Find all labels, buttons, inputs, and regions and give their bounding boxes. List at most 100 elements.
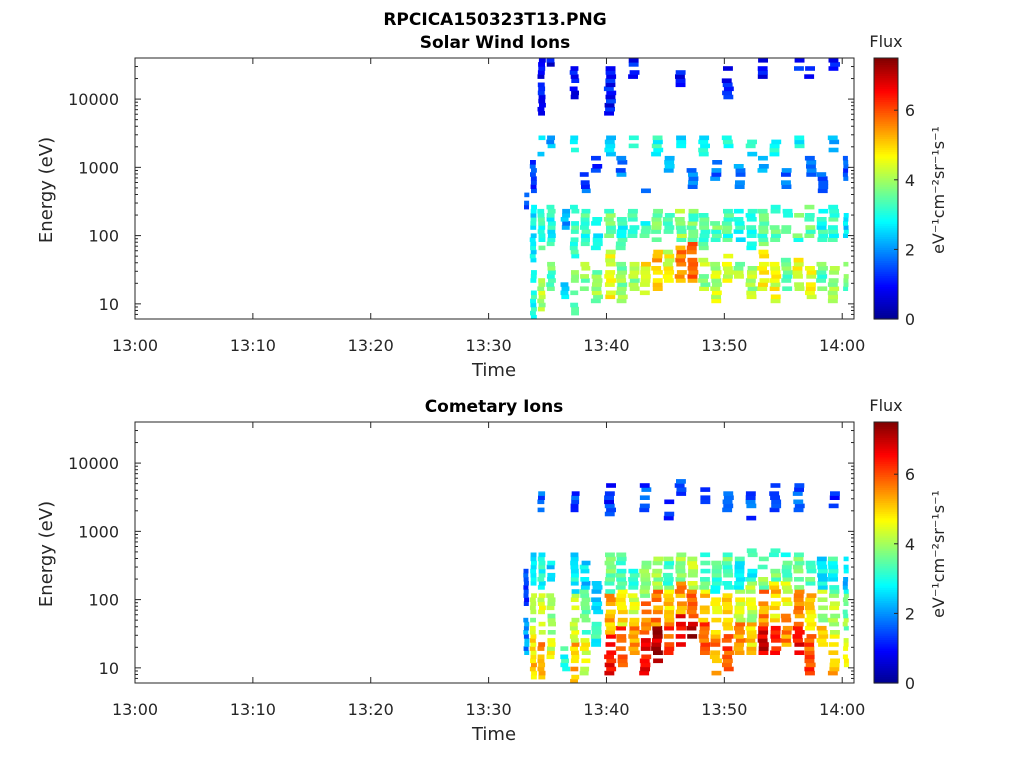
heatmap-cell xyxy=(721,638,732,643)
heatmap-cell xyxy=(711,168,722,173)
heatmap-cell xyxy=(548,278,556,283)
heatmap-cell xyxy=(664,270,675,275)
heatmap-cell xyxy=(828,66,839,71)
heatmap-cell xyxy=(537,74,545,79)
heatmap-cell xyxy=(746,241,757,247)
heatmap-cell xyxy=(818,577,828,582)
heatmap-cell xyxy=(530,568,537,574)
colorbar-segment xyxy=(874,188,898,192)
heatmap-cell xyxy=(538,670,546,676)
y-tick-label: 100 xyxy=(88,591,119,610)
heatmap-cell xyxy=(604,503,615,509)
heatmap-cell xyxy=(523,646,529,651)
colorbar-segment xyxy=(874,131,898,135)
heatmap-cell xyxy=(664,160,675,165)
colorbar-segment xyxy=(874,140,898,144)
heatmap-cell xyxy=(571,221,579,226)
heatmap-cell xyxy=(804,617,815,623)
heatmap-cell xyxy=(794,286,805,291)
heatmap-cell xyxy=(735,577,746,582)
colorbar-segment xyxy=(874,199,898,203)
heatmap-cell xyxy=(688,564,699,570)
heatmap-cell xyxy=(605,642,616,647)
heatmap-cell xyxy=(615,585,626,590)
colorbar-segment xyxy=(874,604,898,608)
heatmap-cell xyxy=(723,143,734,149)
heatmap-cell xyxy=(603,217,614,222)
heatmap-cell xyxy=(688,613,699,619)
heatmap-cell xyxy=(617,221,628,226)
heatmap-cell xyxy=(687,274,698,279)
colorbar-segment xyxy=(874,275,898,279)
heatmap-cell xyxy=(581,266,591,271)
heatmap-cell xyxy=(688,261,699,267)
heatmap-cell xyxy=(570,658,579,664)
heatmap-cell xyxy=(804,155,815,161)
heatmap-cell xyxy=(759,270,770,275)
heatmap-cell xyxy=(816,638,827,643)
heatmap-cell xyxy=(757,66,768,71)
y-tick-label: 10 xyxy=(99,659,119,678)
heatmap-cell xyxy=(639,568,650,574)
heatmap-cell xyxy=(628,74,638,79)
heatmap-cell xyxy=(523,572,529,578)
colorbar-segment xyxy=(874,498,898,501)
colorbar-segment xyxy=(874,461,898,464)
heatmap-cell xyxy=(805,66,815,71)
heatmap-cell xyxy=(538,560,546,566)
heatmap-cell xyxy=(770,630,781,635)
heatmap-cell xyxy=(794,585,805,590)
heatmap-cell xyxy=(806,164,816,169)
heatmap-cell xyxy=(827,298,838,304)
heatmap-cell xyxy=(722,237,733,242)
heatmap-cell xyxy=(530,310,536,316)
heatmap-cell xyxy=(571,310,579,316)
heatmap-cell xyxy=(700,642,711,647)
colorbar-frame xyxy=(873,421,899,684)
heatmap-cell xyxy=(734,585,744,590)
heatmap-cell xyxy=(538,572,546,578)
colorbar-segment xyxy=(874,674,898,678)
heatmap-cell xyxy=(733,625,744,631)
heatmap-cell xyxy=(664,585,675,590)
heatmap-cell xyxy=(530,572,537,578)
heatmap-cell xyxy=(735,617,746,623)
heatmap-cell xyxy=(769,605,780,611)
colorbar-segment xyxy=(874,443,898,447)
heatmap-cell xyxy=(628,274,639,279)
colorbar-segment xyxy=(874,255,898,259)
heatmap-cell xyxy=(733,634,744,639)
heatmap-cell xyxy=(828,278,839,283)
heatmap-cell xyxy=(828,503,839,509)
heatmap-cell xyxy=(562,208,571,214)
heatmap-cell xyxy=(794,589,805,594)
heatmap-cell xyxy=(581,605,590,611)
heatmap-cell xyxy=(629,630,640,635)
heatmap-cell xyxy=(591,630,602,635)
heatmap-cell xyxy=(712,609,723,615)
heatmap-cell xyxy=(699,217,710,222)
heatmap-cell xyxy=(664,609,675,615)
heatmap-cell xyxy=(537,585,545,590)
heatmap-cell xyxy=(780,257,791,263)
heatmap-cell xyxy=(616,593,627,598)
heatmap-cell xyxy=(734,221,745,226)
heatmap-cell xyxy=(829,266,840,271)
colorbar-segment xyxy=(874,578,898,582)
heatmap-cell xyxy=(570,237,579,242)
heatmap-cell xyxy=(770,208,781,214)
heatmap-cell xyxy=(675,74,685,79)
heatmap-cell xyxy=(733,646,744,651)
heatmap-cell xyxy=(721,78,732,83)
heatmap-cell xyxy=(628,143,639,149)
heatmap-cell xyxy=(538,302,546,308)
heatmap-cell xyxy=(780,552,791,558)
colorbar-segment xyxy=(874,205,898,209)
heatmap-cell xyxy=(653,650,663,655)
colorbar-segment xyxy=(874,576,898,580)
heatmap-cell xyxy=(524,192,530,198)
colorbar-segment xyxy=(874,229,898,233)
heatmap-cell xyxy=(617,160,628,165)
heatmap-cell xyxy=(530,233,537,238)
